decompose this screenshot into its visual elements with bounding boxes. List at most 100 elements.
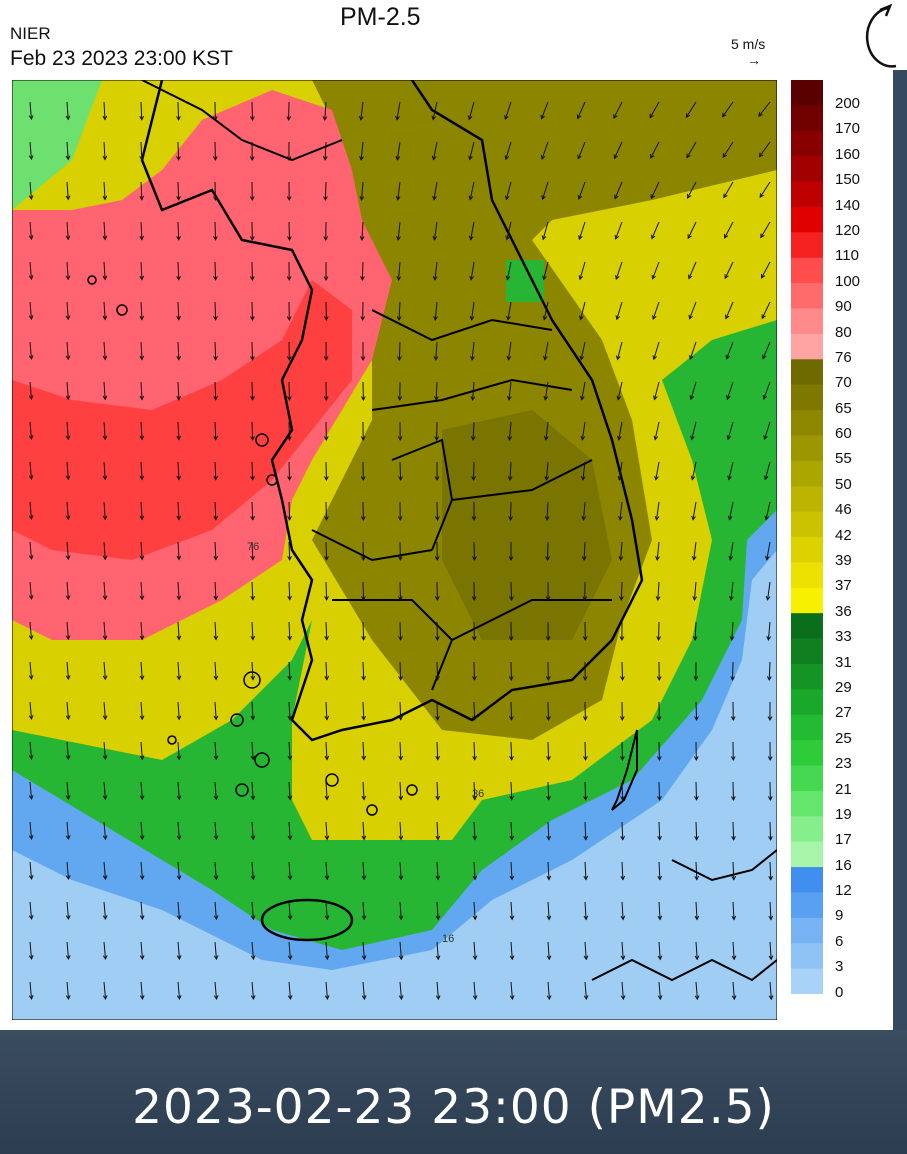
color-scale-swatch	[791, 80, 823, 106]
color-scale-swatch	[791, 410, 823, 436]
wind-arrowhead	[395, 195, 401, 201]
wind-arrowhead	[433, 316, 438, 321]
wind-arrow	[473, 861, 476, 880]
wind-arrowhead	[620, 875, 626, 881]
wind-arrowhead	[250, 555, 256, 561]
wind-arrowhead	[689, 395, 695, 401]
wind-arrowhead	[28, 915, 34, 920]
wind-arrowhead	[250, 396, 255, 401]
wind-arrow	[177, 461, 180, 480]
wind-arrowhead	[545, 676, 551, 681]
wind-arrow	[582, 461, 586, 480]
color-scale-tick-label: 65	[835, 399, 852, 417]
wind-arrowhead	[395, 115, 400, 121]
wind-arrow	[399, 741, 402, 760]
wind-arrowhead	[654, 475, 659, 481]
wind-arrow	[583, 501, 586, 520]
wind-arrowhead	[28, 755, 34, 760]
wind-arrowhead	[249, 196, 255, 202]
wind-arrow	[724, 261, 734, 279]
wind-arrow	[140, 341, 143, 360]
wind-arrow	[726, 381, 734, 400]
wind-arrow	[399, 821, 402, 840]
wind-arrowhead	[543, 355, 548, 361]
wind-arrowhead	[694, 716, 699, 722]
wind-arrow	[621, 781, 624, 800]
wind-arrowhead	[731, 955, 737, 961]
wind-arrowhead	[213, 755, 219, 761]
wind-arrow	[581, 421, 586, 440]
wind-arrowhead	[176, 156, 181, 161]
wind-arrow	[214, 541, 217, 560]
wind-arrow	[214, 261, 217, 280]
wind-arrow	[578, 181, 586, 200]
wind-arrow	[769, 981, 772, 1000]
wind-arrowhead	[431, 155, 437, 161]
wind-arrow	[434, 301, 438, 320]
wind-arrowhead	[435, 795, 441, 801]
wind-arrow	[433, 141, 438, 160]
color-scale-tick-label: 39	[835, 552, 852, 569]
wind-arrow	[29, 181, 32, 200]
wind-arrow	[29, 381, 32, 400]
wind-arrow	[399, 701, 402, 720]
region-very-unhealthy	[12, 280, 352, 560]
wind-arrowhead	[287, 635, 293, 641]
wind-arrowhead	[249, 236, 255, 241]
wind-arrowhead	[65, 235, 71, 241]
wind-arrow	[764, 461, 771, 480]
wind-arrow	[177, 821, 180, 840]
wind-arrowhead	[28, 155, 34, 161]
wind-arrowhead	[361, 915, 367, 921]
wind-arrowhead	[360, 356, 366, 362]
wind-arrow	[325, 741, 328, 760]
wind-arrowhead	[176, 595, 182, 601]
wind-arrow	[288, 501, 291, 520]
wind-arrow	[471, 301, 475, 320]
wind-arrowhead	[176, 835, 182, 841]
wind-arrowhead	[579, 355, 585, 361]
wind-arrowhead	[176, 635, 182, 641]
color-scale-swatch	[791, 206, 823, 233]
wind-arrowhead	[434, 596, 440, 601]
wind-arrowhead	[361, 755, 367, 761]
wind-arrow	[584, 861, 587, 880]
wind-arrow	[140, 101, 143, 120]
wind-arrowhead	[693, 676, 699, 682]
wind-arrowhead	[139, 155, 145, 161]
wind-arrowhead	[767, 796, 773, 801]
wind-arrowhead	[102, 275, 108, 281]
refresh-button[interactable]	[858, 0, 907, 70]
wind-arrow	[436, 861, 439, 880]
wind-arrowhead	[759, 193, 764, 198]
wind-arrowhead	[766, 636, 772, 641]
wind-arrowhead	[509, 995, 515, 1001]
wind-arrowhead	[731, 875, 737, 881]
wind-arrowhead	[102, 235, 108, 241]
wind-arrow	[695, 941, 698, 960]
wind-arrow	[730, 581, 734, 600]
wind-arrow	[436, 661, 439, 680]
wind-arrow	[66, 181, 69, 200]
wind-arrow	[399, 621, 402, 640]
wind-arrow	[619, 501, 623, 520]
wind-arrow	[324, 181, 327, 201]
wind-arrowhead	[507, 476, 513, 482]
wind-arrow	[251, 661, 254, 680]
wind-arrow	[473, 781, 476, 800]
wind-arrow	[613, 101, 623, 119]
wind-arrow	[29, 461, 32, 480]
wind-arrowhead	[249, 156, 255, 162]
wind-arrowhead	[472, 955, 478, 961]
wind-arrowhead	[102, 595, 108, 601]
wind-arrow	[177, 581, 180, 600]
wind-arrowhead	[761, 273, 766, 279]
wind-arrowhead	[65, 835, 71, 841]
wind-arrowhead	[361, 675, 366, 681]
wind-arrow	[547, 901, 550, 920]
wind-arrowhead	[583, 756, 588, 761]
wind-arrow	[325, 781, 328, 800]
wind-arrowhead	[434, 556, 440, 562]
wind-arrow	[658, 981, 661, 1000]
color-scale-bar	[791, 80, 823, 994]
